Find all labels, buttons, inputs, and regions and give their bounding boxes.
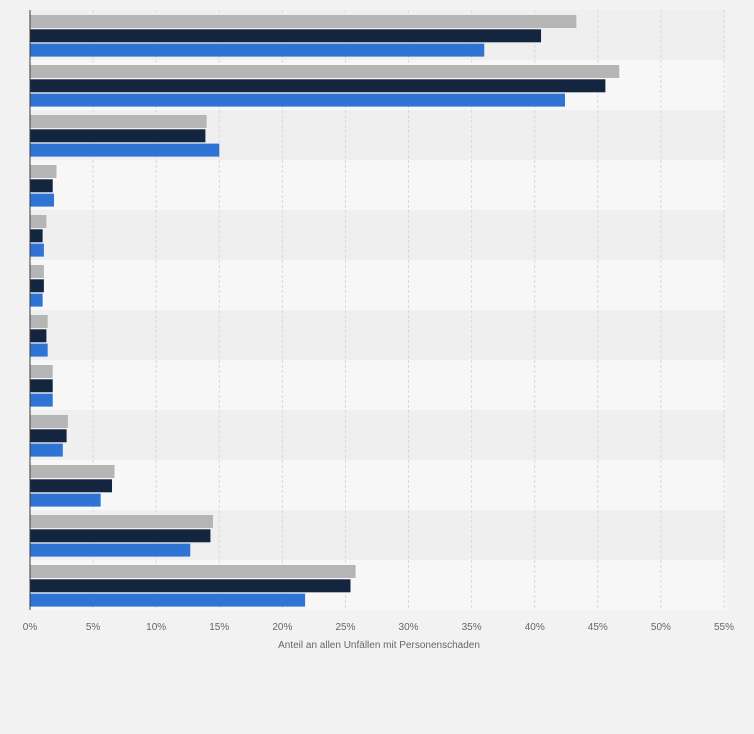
row-band — [30, 360, 726, 410]
bar — [30, 443, 63, 457]
bar — [30, 529, 211, 543]
bar — [30, 29, 542, 43]
row-band — [30, 160, 726, 210]
x-tick-label: 40% — [525, 622, 545, 633]
x-tick-label: 50% — [651, 622, 671, 633]
x-tick-label: 5% — [86, 622, 101, 633]
bar — [30, 79, 606, 93]
bar — [30, 543, 191, 557]
bar — [30, 93, 566, 107]
bar — [30, 143, 220, 157]
x-tick-label: 35% — [462, 622, 482, 633]
bars — [30, 15, 620, 607]
row-band — [30, 210, 726, 260]
bar — [30, 593, 306, 607]
bar — [30, 515, 213, 528]
x-tick-label: 55% — [714, 622, 734, 633]
row-band — [30, 460, 726, 510]
bar — [30, 115, 207, 128]
bar — [30, 393, 53, 407]
x-tick-label: 0% — [23, 622, 38, 633]
bar — [30, 265, 44, 278]
bar — [30, 493, 101, 507]
bar — [30, 165, 57, 178]
x-tick-label: 25% — [335, 622, 355, 633]
x-tick-label: 15% — [209, 622, 229, 633]
x-tick-labels: 0% 5% 10% 15% 20% 25% 30% 35% 40% 45% 50% 55% — [23, 622, 734, 633]
bar — [30, 565, 356, 578]
bar — [30, 193, 54, 207]
row-band — [30, 410, 726, 460]
bar — [30, 179, 53, 193]
bar — [30, 129, 206, 143]
bar — [30, 379, 53, 393]
x-tick-label: 30% — [399, 622, 419, 633]
bar — [30, 329, 47, 343]
bar — [30, 579, 351, 593]
bar — [30, 229, 43, 243]
bar — [30, 293, 43, 307]
bar — [30, 365, 53, 378]
bar — [30, 215, 47, 228]
x-tick-label: 20% — [272, 622, 292, 633]
bar — [30, 279, 44, 293]
bar — [30, 65, 620, 78]
bar — [30, 43, 485, 57]
bar — [30, 243, 44, 257]
row-band — [30, 260, 726, 310]
gridlines — [92, 10, 725, 610]
x-tick-label: 45% — [588, 622, 608, 633]
bar — [30, 343, 48, 357]
bar — [30, 429, 67, 443]
x-tick-label: 10% — [146, 622, 166, 633]
bar — [30, 15, 577, 28]
bar — [30, 479, 113, 493]
x-axis-label: Anteil an allen Unfällen mit Personensch… — [278, 640, 480, 651]
bar — [30, 465, 115, 478]
bar — [30, 415, 68, 428]
bar — [30, 315, 48, 328]
row-band — [30, 310, 726, 360]
